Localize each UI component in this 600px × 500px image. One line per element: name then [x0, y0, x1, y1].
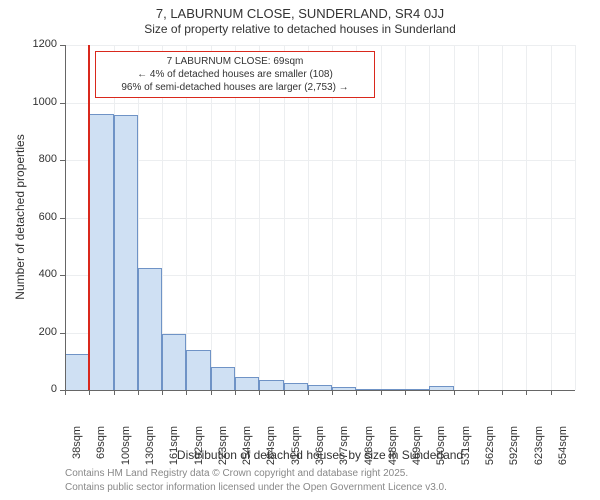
- y-tick-label: 600: [0, 211, 57, 223]
- footer-copyright-1: Contains HM Land Registry data © Crown c…: [65, 468, 408, 479]
- reference-line: [88, 45, 90, 390]
- x-tick-label: 161sqm: [168, 426, 180, 474]
- grid-line: [429, 45, 430, 390]
- grid-line: [502, 45, 503, 390]
- y-tick-label: 1200: [0, 38, 57, 50]
- histogram-bar: [235, 377, 259, 390]
- x-tick-label: 192sqm: [193, 426, 205, 474]
- histogram-bar: [162, 334, 186, 390]
- grid-line: [551, 45, 552, 390]
- grid-line: [65, 103, 575, 104]
- y-tick-label: 1000: [0, 96, 57, 108]
- y-tick-label: 400: [0, 268, 57, 280]
- x-axis-line: [65, 390, 575, 391]
- grid-line: [65, 218, 575, 219]
- grid-line: [405, 45, 406, 390]
- grid-line: [454, 45, 455, 390]
- x-tick-label: 623sqm: [533, 426, 545, 474]
- x-tick-label: 315sqm: [290, 426, 302, 474]
- annotation-box: 7 LABURNUM CLOSE: 69sqm← 4% of detached …: [95, 51, 375, 98]
- histogram-bar: [211, 367, 235, 390]
- x-tick-label: 69sqm: [95, 426, 107, 474]
- chart-title-sub: Size of property relative to detached ho…: [0, 22, 600, 36]
- x-tick-label: 469sqm: [411, 426, 423, 474]
- footer-copyright-2: Contains public sector information licen…: [65, 482, 447, 493]
- histogram-bar: [114, 115, 138, 390]
- y-tick-label: 200: [0, 326, 57, 338]
- y-tick-label: 0: [0, 383, 57, 395]
- y-tick-label: 800: [0, 153, 57, 165]
- x-tick-label: 438sqm: [387, 426, 399, 474]
- x-tick-label: 284sqm: [265, 426, 277, 474]
- x-tick-label: 654sqm: [557, 426, 569, 474]
- x-tick-label: 346sqm: [314, 426, 326, 474]
- histogram-bar: [89, 114, 113, 390]
- grid-line: [526, 45, 527, 390]
- chart-title-main: 7, LABURNUM CLOSE, SUNDERLAND, SR4 0JJ: [0, 6, 600, 21]
- x-tick-label: 592sqm: [508, 426, 520, 474]
- grid-line: [575, 45, 576, 390]
- y-axis-line: [65, 45, 66, 390]
- grid-line: [65, 45, 575, 46]
- annotation-line: 7 LABURNUM CLOSE: 69sqm: [102, 55, 368, 68]
- x-tick-label: 38sqm: [71, 426, 83, 474]
- x-tick-label: 223sqm: [217, 426, 229, 474]
- grid-line: [478, 45, 479, 390]
- x-tick-label: 562sqm: [484, 426, 496, 474]
- x-tick-label: 377sqm: [338, 426, 350, 474]
- x-tick-label: 100sqm: [120, 426, 132, 474]
- annotation-line: ← 4% of detached houses are smaller (108…: [102, 68, 368, 81]
- x-tick-label: 408sqm: [363, 426, 375, 474]
- x-tick-label: 130sqm: [144, 426, 156, 474]
- histogram-bar: [284, 383, 308, 390]
- x-tick-label: 254sqm: [241, 426, 253, 474]
- grid-line: [65, 160, 575, 161]
- grid-line: [381, 45, 382, 390]
- histogram-bar: [186, 350, 210, 390]
- histogram-bar: [65, 354, 89, 390]
- annotation-line: 96% of semi-detached houses are larger (…: [102, 81, 368, 94]
- histogram-bar: [138, 268, 162, 390]
- x-tick-label: 531sqm: [460, 426, 472, 474]
- x-tick-label: 500sqm: [435, 426, 447, 474]
- histogram-bar: [259, 380, 283, 390]
